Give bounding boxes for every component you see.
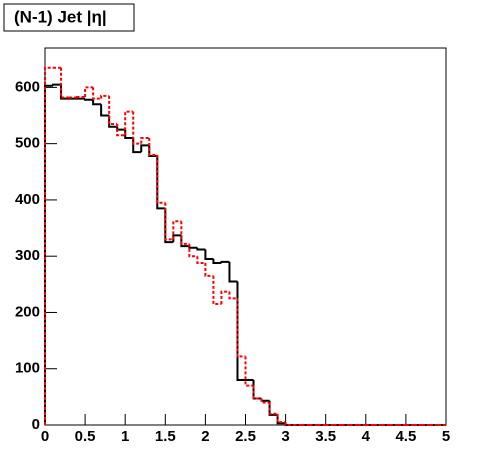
histogram-bin: [180, 221, 190, 245]
histogram-bin: [132, 111, 142, 145]
histogram-bin: [236, 298, 246, 358]
x-tick-label: 2.5: [235, 428, 256, 445]
histogram-bin: [260, 398, 270, 404]
histogram-bin: [252, 385, 262, 400]
x-tick-label: 3.5: [315, 428, 336, 445]
y-tick-label: 300: [15, 247, 40, 264]
histogram-bin: [100, 94, 110, 99]
histogram-bin: [44, 66, 54, 425]
histogram-bin: [156, 156, 166, 210]
histogram-bin: [116, 123, 126, 137]
histogram-bin: [124, 129, 134, 140]
histogram-bin: [108, 115, 118, 128]
y-tick-label: 0: [32, 416, 40, 433]
x-tick-label: 2: [201, 428, 209, 445]
histogram-bin: [268, 402, 278, 415]
histogram-bin: [228, 261, 238, 283]
y-tick-label: 500: [15, 135, 40, 152]
histogram-bin: [156, 154, 166, 204]
histogram-bin: [252, 379, 262, 400]
histogram-bin: [140, 144, 150, 153]
x-tick-label: 4.5: [395, 428, 416, 445]
x-tick-label: 5: [442, 428, 450, 445]
y-tick-label: 100: [15, 360, 40, 377]
chart-title: (N-1) Jet |η|: [14, 7, 107, 26]
histogram-bin: [100, 104, 110, 117]
histogram-bin: [116, 126, 126, 131]
histogram-bin: [268, 400, 278, 416]
y-tick-label: 400: [15, 191, 40, 208]
histogram-bin: [172, 220, 182, 240]
histogram-bin: [212, 259, 222, 264]
histogram-bin: [84, 98, 94, 101]
histogram-bin: [132, 138, 142, 154]
histogram-bin: [188, 246, 198, 249]
histogram-bin: [260, 398, 270, 402]
histogram-bin: [76, 95, 86, 98]
histogram-bin: [276, 413, 286, 424]
histogram-bin: [204, 262, 214, 277]
x-tick-label: 0: [41, 428, 49, 445]
histogram-bin: [60, 67, 70, 99]
histogram-bin: [188, 243, 198, 258]
histogram-bin: [108, 95, 118, 125]
title-box: [3, 3, 135, 32]
histogram-bin: [44, 84, 54, 425]
histogram-bin: [52, 83, 62, 86]
histogram-bin: [228, 291, 238, 300]
histogram-bin: [244, 356, 254, 387]
histogram-bin: [220, 290, 230, 305]
histogram-bin: [92, 87, 102, 100]
x-tick-label: 0.5: [75, 428, 96, 445]
x-tick-label: 3: [281, 428, 289, 445]
histogram-bin: [276, 414, 286, 425]
histogram-bin: [204, 249, 214, 261]
histogram-bin: [92, 99, 102, 106]
histogram-bin: [164, 202, 174, 241]
histogram-bin: [284, 422, 294, 426]
histogram-bin: [196, 256, 206, 264]
histogram-bin: [220, 260, 230, 263]
histogram-bin: [148, 138, 158, 156]
histogram-bin: [212, 275, 222, 306]
x-tick-label: 1: [121, 428, 129, 445]
histogram-bin: [236, 281, 246, 381]
x-tick-label: 4: [362, 428, 371, 445]
histogram-bin: [196, 247, 206, 251]
histogram-bin: [84, 86, 94, 97]
y-tick-label: 200: [15, 303, 40, 320]
y-tick-label: 600: [15, 78, 40, 95]
histogram-bin: [124, 110, 134, 136]
histogram-bin: [140, 137, 150, 144]
x-tick-label: 1.5: [155, 428, 176, 445]
histogram-bin: [164, 208, 174, 244]
histogram-bin: [172, 234, 182, 243]
